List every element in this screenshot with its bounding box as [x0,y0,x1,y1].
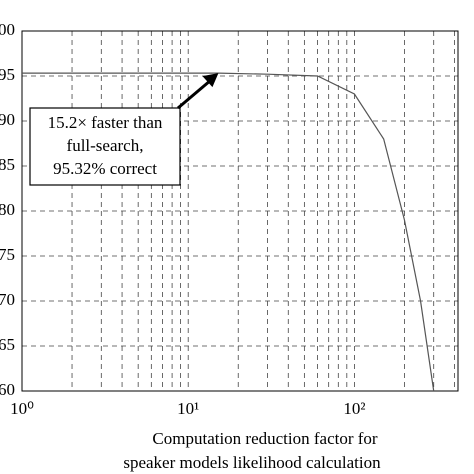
annotation-box [29,107,181,186]
y-tick-label: 85 [0,155,15,174]
x-tick-label: 10⁰ [10,399,34,418]
plot-frame [21,30,459,392]
x-axis-label: speaker models likelihood calculation [123,453,381,472]
x-tick-label: 10¹ [177,399,199,418]
annotation-text: full-search, [67,136,144,155]
y-tick-label: 65 [0,335,15,354]
x-axis-label: Computation reduction factor for [152,429,378,448]
y-tick-label: 60 [0,380,15,399]
x-tick-label: 10² [343,399,365,418]
y-tick-label: 70 [0,290,15,309]
y-tick-label: 80 [0,200,15,219]
y-tick-label: 75 [0,245,15,264]
data-line [22,72,435,392]
annotation-text: 95.32% correct [53,159,157,178]
annotation-text: 15.2× faster than [48,113,163,132]
y-tick-label: 90 [0,110,15,129]
y-tick-label: 95 [0,65,15,84]
arrow-head [202,73,219,88]
y-tick-label: 00 [0,20,15,39]
